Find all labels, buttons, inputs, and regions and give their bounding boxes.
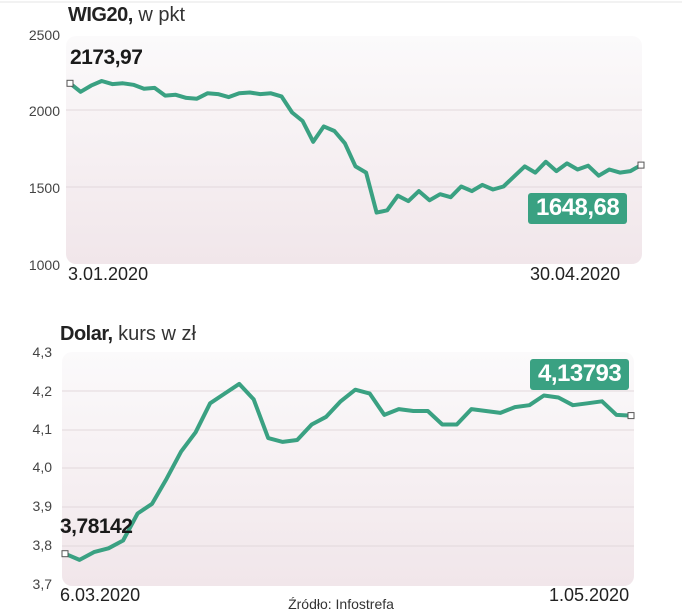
wig20-end-date: 30.04.2020: [530, 264, 621, 284]
usd-chart: [61, 381, 635, 562]
wig20-chart: [66, 79, 645, 215]
series-line: [68, 79, 643, 215]
end-point-marker: [637, 161, 645, 169]
y-tick-label: 3,9: [32, 498, 52, 514]
wig20-title: WIG20, w pkt: [68, 4, 185, 27]
wig20-plot-background: [66, 36, 642, 264]
wig20-title-unit: w pkt: [132, 4, 186, 26]
start-point-marker: [61, 550, 69, 558]
usd-title-bold: Dolar,: [60, 323, 113, 345]
wig20-start-date: 3.01.2020: [68, 264, 149, 284]
y-tick-label: 3,8: [32, 537, 52, 553]
wig20-end-value-badge: 1648,68: [528, 193, 628, 224]
usd-end-value-badge: 4,13793: [530, 359, 630, 390]
y-tick-label: 1000: [28, 257, 60, 273]
y-tick-label: 4,3: [32, 344, 52, 360]
usd-start-value: 3,78142: [60, 515, 133, 538]
y-tick-label: 1500: [28, 180, 60, 196]
start-point-marker: [66, 79, 74, 87]
usd-title-unit: kurs w zł: [112, 323, 196, 345]
y-tick-label: 2500: [28, 27, 60, 43]
usd-end-date: 1.05.2020: [549, 585, 630, 605]
usd-title: Dolar, kurs w zł: [60, 323, 196, 346]
y-tick-label: 4,1: [32, 421, 52, 437]
wig20-title-bold: WIG20,: [68, 4, 133, 26]
series-line: [63, 381, 633, 562]
y-tick-label: 4,0: [32, 459, 52, 475]
end-point-marker: [627, 412, 635, 420]
usd-start-date: 6.03.2020: [60, 585, 141, 605]
y-tick-label: 3,7: [32, 576, 52, 592]
source-note: Źródło: Infostrefa: [288, 596, 394, 612]
y-tick-label: 4,2: [32, 383, 52, 399]
y-tick-label: 2000: [28, 103, 60, 119]
wig20-start-value: 2173,97: [70, 46, 143, 69]
